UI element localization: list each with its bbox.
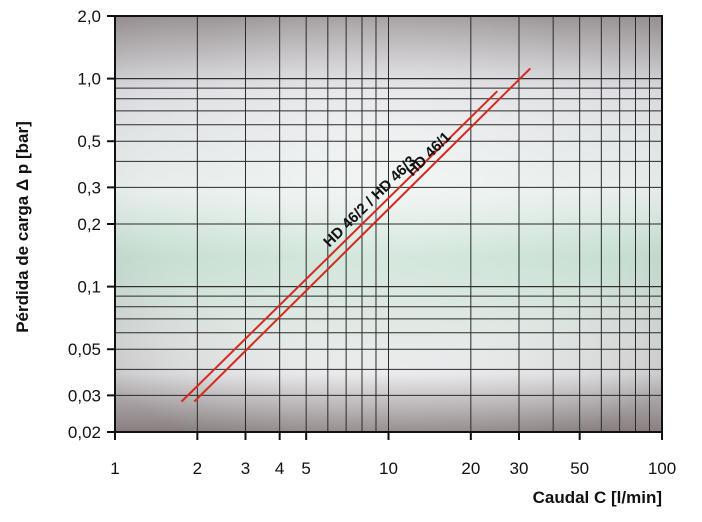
y-tick-label: 0,02: [68, 423, 101, 442]
y-tick-label: 2,0: [77, 7, 101, 26]
y-tick-label: 0,05: [68, 340, 101, 359]
y-tick-label: 0,3: [77, 178, 101, 197]
x-tick-label: 3: [241, 459, 250, 478]
x-tick-labels: 1 2 3 4 5 10 20 30 50 100: [110, 459, 676, 478]
x-tick-label: 5: [301, 459, 310, 478]
x-tick-label: 30: [510, 459, 529, 478]
y-axis-title: Pérdida de carga Δ p [bar]: [13, 121, 32, 333]
x-axis-title: Caudal C [l/min]: [533, 488, 662, 507]
series-line: [180, 90, 499, 403]
data-lines: [180, 67, 532, 403]
x-tick-label: 100: [648, 459, 676, 478]
y-tick-label: 0,1: [77, 278, 101, 297]
grid: [115, 16, 662, 432]
x-tick-label: 1: [110, 459, 119, 478]
y-tick-label: 0,03: [68, 386, 101, 405]
x-tick-label: 4: [275, 459, 284, 478]
y-tick-label: 1,0: [77, 70, 101, 89]
series-line: [193, 67, 532, 403]
axis-ticks: [107, 15, 663, 440]
y-tick-label: 0,2: [77, 215, 101, 234]
x-tick-label: 20: [461, 459, 480, 478]
x-tick-label: 2: [193, 459, 202, 478]
x-tick-label: 50: [570, 459, 589, 478]
x-tick-label: 10: [379, 459, 398, 478]
y-tick-labels: 0,02 0,03 0,05 0,1 0,2 0,3 0,5 1,0 2,0: [68, 7, 101, 442]
y-tick-label: 0,5: [77, 132, 101, 151]
